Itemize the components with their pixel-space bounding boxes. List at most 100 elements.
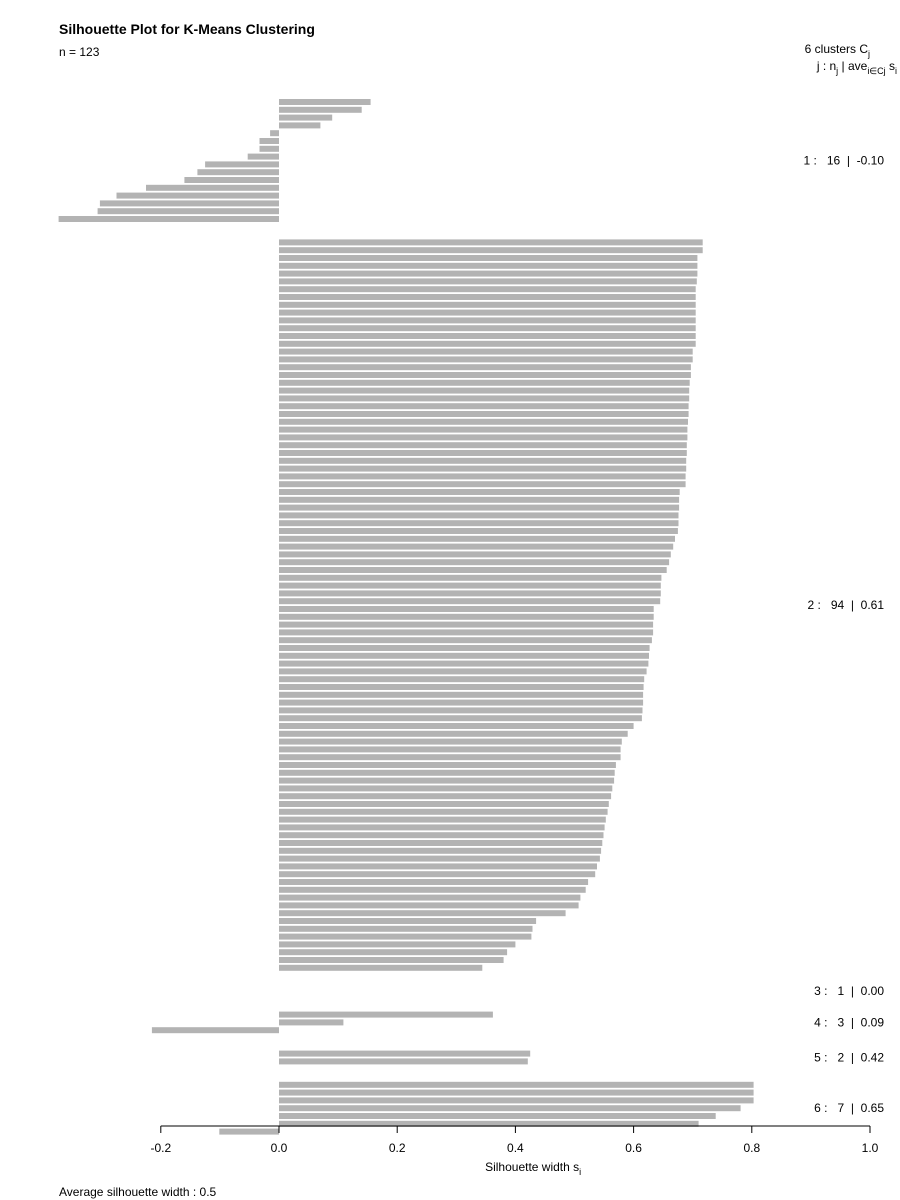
bar-cluster-2-69 xyxy=(279,769,615,776)
bar-cluster-2-78 xyxy=(279,840,603,846)
x-tick-label: 1.0 xyxy=(862,1141,879,1155)
bar-cluster-6-7 xyxy=(219,1128,279,1135)
bar-cluster-2-60 xyxy=(279,699,644,706)
legend-col-j: j : n xyxy=(816,59,836,73)
bar-cluster-2-38 xyxy=(279,528,678,534)
bar-cluster-2-7 xyxy=(279,286,696,293)
cluster-label-2: 2 : 94 | 0.61 xyxy=(808,598,885,612)
bar-cluster-2-10 xyxy=(279,309,696,316)
bar-cluster-1-12 xyxy=(146,184,279,191)
bar-cluster-2-8 xyxy=(279,294,696,300)
bar-cluster-2-72 xyxy=(279,793,612,800)
bar-cluster-2-36 xyxy=(279,512,679,519)
bars-group xyxy=(58,99,754,1135)
bar-cluster-2-46 xyxy=(279,590,661,597)
bar-cluster-6-6 xyxy=(279,1120,699,1127)
bar-cluster-2-91 xyxy=(279,941,516,948)
bar-cluster-1-6 xyxy=(259,138,279,144)
bar-cluster-5-2 xyxy=(279,1058,528,1065)
bar-cluster-2-13 xyxy=(279,333,696,339)
bar-cluster-2-4 xyxy=(279,262,698,269)
legend: 6 clusters Cj j : nj | avei∈Cj si xyxy=(805,42,897,76)
bar-cluster-1-10 xyxy=(197,169,279,176)
bar-cluster-2-2 xyxy=(279,247,703,254)
x-tick-label: 0.6 xyxy=(625,1141,642,1155)
bar-cluster-2-14 xyxy=(279,340,696,347)
cluster-label-5: 5 : 2 | 0.42 xyxy=(814,1051,884,1065)
bar-cluster-2-86 xyxy=(279,902,579,909)
bar-cluster-2-22 xyxy=(279,403,689,410)
bar-cluster-2-68 xyxy=(279,762,616,768)
bar-cluster-2-66 xyxy=(279,746,621,753)
bar-cluster-2-27 xyxy=(279,442,687,449)
legend-header-sub: j xyxy=(867,49,870,59)
bar-cluster-2-57 xyxy=(279,676,645,683)
bar-cluster-2-73 xyxy=(279,801,609,807)
bar-cluster-6-1 xyxy=(279,1081,754,1088)
bar-cluster-2-9 xyxy=(279,301,696,308)
cluster-labels-group: 1 : 16 | -0.10 2 : 94 | 0.61 3 : 1 | 0.00 4… xyxy=(804,154,885,1116)
x-axis-label-text: Silhouette width s xyxy=(485,1160,579,1174)
bar-cluster-1-2 xyxy=(279,106,362,113)
bar-cluster-6-3 xyxy=(279,1097,754,1104)
bar-cluster-1-5 xyxy=(270,130,279,137)
bar-cluster-2-82 xyxy=(279,871,596,878)
bar-cluster-2-43 xyxy=(279,567,667,573)
bar-cluster-2-11 xyxy=(279,317,696,324)
bar-cluster-2-62 xyxy=(279,715,642,722)
bar-cluster-4-2 xyxy=(279,1019,344,1026)
bar-cluster-5-1 xyxy=(279,1050,531,1057)
x-axis-label: Silhouette width si xyxy=(485,1160,581,1177)
legend-header: 6 clusters Cj xyxy=(805,42,870,59)
bar-cluster-6-2 xyxy=(279,1089,754,1096)
chart-title: Silhouette Plot for K-Means Clustering xyxy=(59,21,315,37)
bar-cluster-2-56 xyxy=(279,668,647,675)
legend-sub-j: j xyxy=(835,66,838,76)
bar-cluster-2-54 xyxy=(279,652,649,659)
bar-cluster-2-1 xyxy=(279,239,703,246)
bar-cluster-2-26 xyxy=(279,434,688,441)
bar-cluster-2-80 xyxy=(279,855,600,862)
bar-cluster-1-11 xyxy=(184,177,279,183)
bar-cluster-2-71 xyxy=(279,785,613,792)
cluster-label-1: 1 : 16 | -0.10 xyxy=(804,154,885,168)
bar-cluster-4-1 xyxy=(279,1011,493,1018)
x-tick-label: 0.2 xyxy=(389,1141,406,1155)
bar-cluster-4-3 xyxy=(151,1027,279,1034)
bar-cluster-2-23 xyxy=(279,411,689,417)
bar-cluster-2-16 xyxy=(279,356,693,363)
bar-cluster-2-88 xyxy=(279,918,537,924)
bar-cluster-2-24 xyxy=(279,418,688,425)
bar-cluster-1-7 xyxy=(259,145,279,152)
bar-cluster-2-61 xyxy=(279,707,643,714)
bar-cluster-2-47 xyxy=(279,598,661,605)
bar-cluster-1-1 xyxy=(279,99,371,105)
bar-cluster-2-35 xyxy=(279,504,680,511)
bar-cluster-1-9 xyxy=(205,161,279,168)
bar-cluster-2-28 xyxy=(279,450,687,456)
bar-cluster-1-8 xyxy=(247,153,279,160)
x-tick-label: 0.8 xyxy=(743,1141,760,1155)
bar-cluster-2-81 xyxy=(279,863,597,870)
bar-cluster-2-87 xyxy=(279,910,566,917)
x-tick-label: 0.4 xyxy=(507,1141,524,1155)
bar-cluster-2-41 xyxy=(279,551,671,558)
bar-cluster-2-12 xyxy=(279,325,696,332)
bar-cluster-2-32 xyxy=(279,481,686,488)
bar-cluster-2-53 xyxy=(279,645,650,651)
cluster-label-6: 6 : 7 | 0.65 xyxy=(814,1101,884,1115)
legend-sub-ice: i∈Cj xyxy=(867,66,885,76)
bar-cluster-2-39 xyxy=(279,535,675,542)
bar-cluster-1-3 xyxy=(279,114,333,121)
x-axis-label-sub: i xyxy=(579,1167,581,1177)
bar-cluster-6-4 xyxy=(279,1105,741,1112)
bar-cluster-2-48 xyxy=(279,606,654,612)
bar-cluster-1-14 xyxy=(99,200,280,207)
legend-sub-i: i xyxy=(895,66,897,76)
bar-cluster-2-45 xyxy=(279,582,661,589)
bar-cluster-2-59 xyxy=(279,691,644,698)
bar-cluster-2-49 xyxy=(279,613,654,620)
bar-cluster-2-83 xyxy=(279,879,589,885)
x-tick-label: 0.0 xyxy=(271,1141,288,1155)
bar-cluster-2-63 xyxy=(279,723,634,729)
